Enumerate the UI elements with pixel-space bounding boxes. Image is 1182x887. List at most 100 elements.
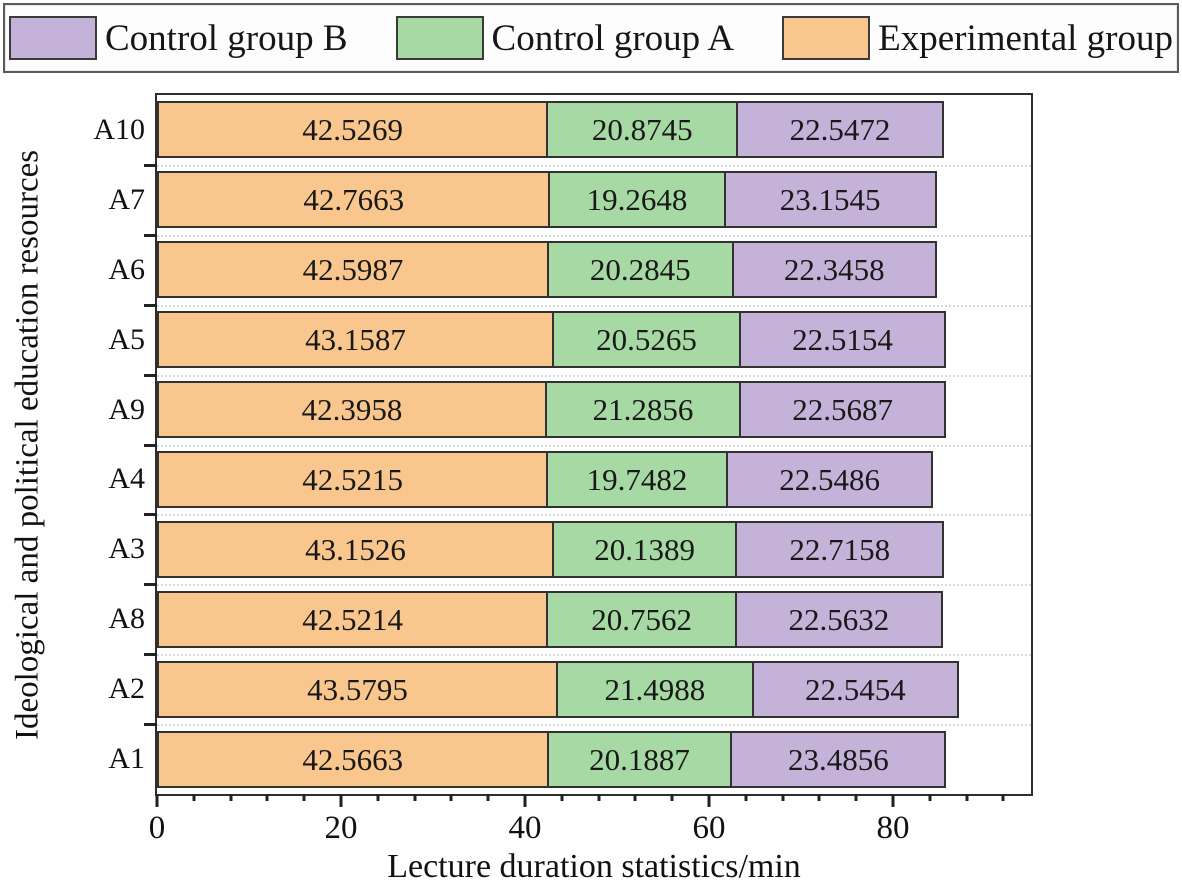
- y-category-label: A6: [108, 252, 145, 286]
- legend-label: Experimental group: [878, 17, 1173, 59]
- x-axis-minor-tick: [1001, 794, 1005, 801]
- x-axis-tick-label: 80: [876, 810, 910, 846]
- stacked-bar-A3: 43.1526 20.1389 22.7158: [157, 520, 1031, 578]
- bar-row: 42.5987 20.2845 22.3458: [157, 235, 1031, 305]
- bar-segment: 43.5795: [157, 660, 558, 718]
- bar-segment: 42.3958: [157, 381, 548, 439]
- bar-segment: 42.5987: [157, 241, 549, 299]
- gridline: [157, 584, 1031, 587]
- bar-segment: 22.5472: [736, 101, 944, 159]
- bar-value-label: 43.5795: [307, 671, 408, 707]
- x-axis-major-tick: [155, 794, 159, 807]
- bar-value-label: 22.5472: [789, 112, 891, 148]
- bar-value-label: 42.5215: [302, 461, 403, 497]
- gridline: [157, 654, 1031, 657]
- x-axis-minor-tick: [449, 794, 453, 801]
- bar-value-label: 22.3458: [783, 252, 885, 288]
- bar-value-label: 20.7562: [591, 601, 693, 637]
- y-category-label: A3: [108, 532, 145, 566]
- bar-value-label: 22.5632: [788, 601, 890, 637]
- x-axis-tick-label: 60: [692, 810, 726, 846]
- x-axis-minor-tick: [597, 794, 601, 801]
- x-axis-minor-tick: [486, 794, 490, 801]
- y-axis-tick: [144, 443, 157, 447]
- gridline: [157, 304, 1031, 307]
- y-axis-tick: [144, 163, 157, 167]
- x-axis-minor-tick: [376, 794, 380, 801]
- y-category-label: A10: [93, 112, 145, 146]
- bar-value-label: 43.1587: [305, 322, 406, 358]
- bar-segment: 42.5269: [157, 101, 549, 159]
- stacked-bar-A2: 43.5795 21.4988 22.5454: [157, 660, 1031, 718]
- y-axis-tick: [144, 513, 157, 517]
- bar-value-label: 22.5154: [792, 322, 893, 358]
- bar-segment: 21.4988: [555, 660, 754, 718]
- x-axis-minor-tick: [817, 794, 821, 801]
- legend-swatch-icon: [9, 16, 97, 60]
- y-axis-tick: [144, 373, 157, 377]
- bar-segment: 20.1389: [552, 520, 738, 578]
- bar-segment: 42.5663: [157, 730, 549, 788]
- bar-row: 42.7663 19.2648 23.1545: [157, 165, 1031, 235]
- x-axis-minor-tick: [670, 794, 674, 801]
- y-axis-tick: [144, 233, 157, 237]
- bar-value-label: 42.5269: [302, 112, 403, 148]
- x-axis-minor-tick: [192, 794, 196, 801]
- bar-row: 42.3958 21.2856 22.5687: [157, 375, 1031, 445]
- bar-value-label: 42.7663: [303, 182, 405, 218]
- bar-segment: 19.7482: [546, 450, 728, 508]
- x-axis-minor-tick: [928, 794, 932, 801]
- bar-value-label: 20.5265: [596, 322, 697, 358]
- bar-value-label: 22.5454: [805, 671, 906, 707]
- x-axis-minor-tick: [229, 794, 233, 801]
- bar-row: 43.1526 20.1389 22.7158: [157, 514, 1031, 584]
- bar-value-label: 43.1526: [305, 531, 406, 567]
- stacked-bar-A5: 43.1587 20.5265 22.5154: [157, 311, 1031, 369]
- stacked-bar-A1: 42.5663 20.1887 23.4856: [157, 730, 1031, 788]
- x-axis-title: Lecture duration statistics/min: [387, 848, 801, 885]
- bar-segment: 43.1587: [157, 311, 555, 369]
- x-axis-major-tick: [707, 794, 711, 807]
- gridline: [157, 374, 1031, 377]
- x-axis-minor-tick: [302, 794, 306, 801]
- x-axis-tick-label: 20: [324, 810, 358, 846]
- y-axis-tick: [144, 653, 157, 657]
- bar-segment: 22.5154: [738, 311, 947, 369]
- x-axis-minor-tick: [633, 794, 637, 801]
- x-axis-minor-tick: [560, 794, 564, 801]
- bar-row: 43.1587 20.5265 22.5154: [157, 305, 1031, 375]
- bar-row: 42.5214 20.7562 22.5632: [157, 584, 1031, 654]
- bar-value-label: 22.5486: [779, 461, 880, 497]
- gridline: [157, 724, 1031, 727]
- bar-segment: 42.5214: [157, 590, 549, 648]
- gridline: [157, 514, 1031, 517]
- bar-segment: 22.3458: [731, 241, 938, 299]
- bar-segment: 23.4856: [730, 730, 947, 788]
- x-axis-tick-label: 40: [508, 810, 542, 846]
- bar-segment: 20.2845: [546, 241, 734, 299]
- bar-segment: 43.1526: [157, 520, 554, 578]
- y-category-label: A4: [108, 462, 145, 496]
- bar-segment: 23.1545: [723, 171, 937, 229]
- x-axis-minor-tick: [965, 794, 969, 801]
- plot-area: Lecture duration statistics/min 42.5269 2…: [93, 93, 1033, 884]
- stacked-bar-A8: 42.5214 20.7562 22.5632: [157, 590, 1031, 648]
- bar-value-label: 42.5663: [302, 741, 404, 777]
- legend-item: Control group A: [395, 16, 735, 60]
- legend-label: Control group B: [105, 17, 348, 59]
- legend-label: Control group A: [491, 17, 735, 59]
- bar-value-label: 19.7482: [586, 461, 688, 497]
- bar-value-label: 42.5987: [302, 252, 404, 288]
- bar-segment: 20.5265: [552, 311, 741, 369]
- bar-value-label: 19.2648: [586, 182, 688, 218]
- bar-segment: 19.2648: [548, 171, 726, 229]
- bar-segment: 42.5215: [157, 450, 549, 508]
- legend-item: Control group B: [9, 16, 348, 60]
- bar-segment: 22.5632: [735, 590, 943, 648]
- y-category-label: A5: [108, 322, 145, 356]
- gridline: [157, 444, 1031, 447]
- bar-value-label: 22.7158: [789, 531, 891, 567]
- legend-swatch-icon: [395, 16, 484, 60]
- bar-segment: 22.7158: [735, 520, 945, 578]
